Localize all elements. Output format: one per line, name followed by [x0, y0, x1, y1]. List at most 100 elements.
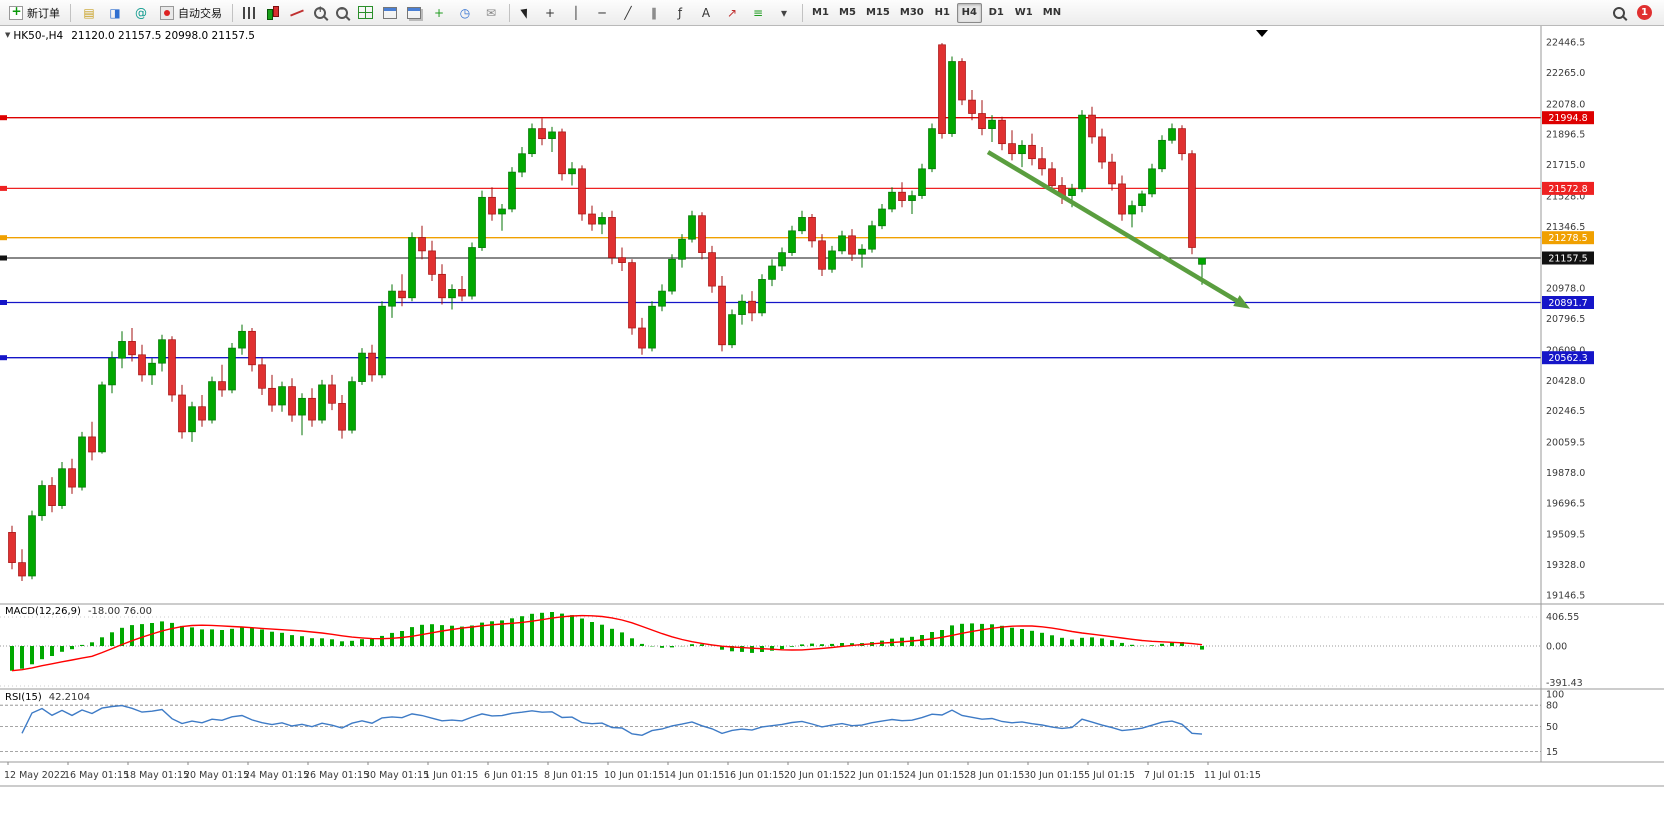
svg-text:20428.0: 20428.0	[1546, 376, 1585, 387]
svg-text:20246.5: 20246.5	[1546, 406, 1585, 417]
arrange-windows-icon	[407, 6, 421, 19]
price-lines[interactable]	[0, 115, 1541, 361]
trendline-icon: ╱	[624, 5, 632, 20]
search-button[interactable]	[1608, 2, 1630, 24]
market-watch-button[interactable]: ◨	[102, 2, 128, 24]
timeframe-d1-button[interactable]: D1	[984, 3, 1009, 23]
svg-text:30 May 01:15: 30 May 01:15	[364, 770, 429, 781]
tile-windows-icon	[358, 6, 373, 19]
price-axis[interactable]: 22446.5 22265.0 22078.0 21896.5 21715.0 21528…	[1542, 38, 1594, 602]
equidistant-channel-button[interactable]: ∥	[641, 2, 667, 24]
zoom-in-button[interactable]	[309, 2, 331, 24]
svg-text:20978.0: 20978.0	[1546, 284, 1585, 295]
tile-windows-button[interactable]	[353, 2, 378, 24]
svg-text:12 May 2022: 12 May 2022	[4, 770, 66, 781]
new-order-button[interactable]: 新订单	[4, 2, 65, 24]
svg-text:21278.5: 21278.5	[1548, 233, 1587, 244]
line-chart-button[interactable]	[285, 2, 309, 24]
svg-text:28 Jun 01:15: 28 Jun 01:15	[964, 770, 1024, 781]
macd-name: MACD(12,26,9)	[5, 606, 81, 617]
timeframe-m15-button[interactable]: M15	[862, 3, 894, 23]
bar-chart-button[interactable]	[238, 2, 261, 24]
arrange-windows-button[interactable]	[402, 2, 426, 24]
trend-arrow[interactable]	[986, 150, 1250, 309]
chart-window: 22446.5 22265.0 22078.0 21896.5 21715.0 21528…	[0, 26, 1664, 835]
timeframe-m30-button[interactable]: M30	[896, 3, 928, 23]
new-order-icon	[9, 5, 23, 20]
svg-text:20891.7: 20891.7	[1548, 298, 1587, 309]
auto-scroll-icon: ◷	[459, 5, 471, 20]
expert-advisors-button[interactable]: @	[128, 2, 154, 24]
svg-text:20 Jun 01:15: 20 Jun 01:15	[784, 770, 844, 781]
macd-values: -18.00 76.00	[87, 606, 152, 617]
svg-text:80: 80	[1546, 701, 1558, 712]
chart-area[interactable]: 22446.5 22265.0 22078.0 21896.5 21715.0 21528…	[0, 26, 1664, 835]
notification-badge[interactable]: 1	[1637, 5, 1652, 20]
autotrade-button[interactable]: 自动交易	[155, 2, 227, 24]
expert-advisors-icon: @	[135, 5, 147, 20]
svg-text:50: 50	[1546, 722, 1558, 733]
svg-text:22446.5: 22446.5	[1546, 38, 1585, 49]
equidistant-channel-icon: ∥	[651, 5, 657, 20]
svg-text:24 Jun 01:15: 24 Jun 01:15	[904, 770, 964, 781]
chart-header: ▼ HK50-,H4 21120.0 21157.5 20998.0 21157.5	[5, 30, 255, 42]
chart-shift-button[interactable]: ✉	[478, 2, 504, 24]
new-order-label: 新订单	[27, 6, 60, 20]
chart-profile-button[interactable]: ▤	[76, 2, 102, 24]
cursor-button[interactable]	[515, 2, 537, 24]
bar-chart-icon	[243, 6, 256, 19]
indicators-button[interactable]: ≡	[745, 2, 771, 24]
horizontal-line-button[interactable]: ─	[589, 2, 615, 24]
search-icon	[1613, 6, 1625, 19]
trendline-button[interactable]: ╱	[615, 2, 641, 24]
svg-text:30 Jun 01:15: 30 Jun 01:15	[1024, 770, 1084, 781]
svg-text:22 Jun 01:15: 22 Jun 01:15	[844, 770, 904, 781]
svg-text:100: 100	[1546, 690, 1564, 701]
svg-text:21994.8: 21994.8	[1548, 113, 1587, 124]
svg-text:406.55: 406.55	[1546, 612, 1579, 623]
fibonacci-button[interactable]: ƒ	[667, 2, 693, 24]
candlestick-chart-button[interactable]	[261, 2, 285, 24]
timeframe-h1-button[interactable]: H1	[930, 3, 955, 23]
auto-scroll-button[interactable]: ◷	[452, 2, 478, 24]
svg-text:20 May 01:15: 20 May 01:15	[184, 770, 249, 781]
svg-text:24 May 01:15: 24 May 01:15	[244, 770, 309, 781]
line-chart-icon	[290, 8, 304, 17]
chart-ohlc-values: 21120.0 21157.5 20998.0 21157.5	[71, 30, 255, 42]
timeframe-w1-button[interactable]: W1	[1011, 3, 1037, 23]
timeframe-m5-button[interactable]: M5	[835, 3, 860, 23]
cascade-windows-button[interactable]	[378, 2, 402, 24]
macd-label: MACD(12,26,9) -18.00 76.00	[5, 606, 152, 617]
zoom-out-icon	[336, 6, 348, 19]
zoom-out-button[interactable]	[331, 2, 353, 24]
fibonacci-icon: ƒ	[677, 5, 683, 20]
text-button[interactable]: A	[693, 2, 719, 24]
svg-text:21346.5: 21346.5	[1546, 222, 1585, 233]
crosshair-button[interactable]: +	[537, 2, 563, 24]
rsi-label: RSI(15) 42.2104	[5, 692, 90, 703]
chart-symbol-label: HK50-,H4	[13, 30, 64, 42]
chart-expand-icon[interactable]: ▼	[5, 31, 11, 39]
svg-text:10 Jun 01:15: 10 Jun 01:15	[604, 770, 664, 781]
timeframe-mn-button[interactable]: MN	[1039, 3, 1065, 23]
svg-text:8 Jun 01:15: 8 Jun 01:15	[544, 770, 598, 781]
indicators-dropdown-button[interactable]: ▾	[771, 2, 797, 24]
svg-text:14 Jun 01:15: 14 Jun 01:15	[664, 770, 724, 781]
new-chart-button[interactable]: +	[426, 2, 452, 24]
autotrade-icon	[160, 5, 174, 20]
svg-text:19328.0: 19328.0	[1546, 560, 1585, 571]
chart-shift-marker[interactable]	[1256, 30, 1268, 37]
timeframe-m1-button[interactable]: M1	[808, 3, 833, 23]
svg-text:18 May 01:15: 18 May 01:15	[124, 770, 189, 781]
svg-text:11 Jul 01:15: 11 Jul 01:15	[1204, 770, 1261, 781]
timeframe-h4-button[interactable]: H4	[956, 2, 982, 23]
svg-text:20059.5: 20059.5	[1546, 438, 1585, 449]
svg-text:16 Jun 01:15: 16 Jun 01:15	[724, 770, 784, 781]
rsi-name: RSI(15)	[5, 692, 42, 703]
arrows-icon: ↗	[726, 5, 738, 20]
svg-text:21528.0: 21528.0	[1546, 191, 1585, 202]
vertical-line-button[interactable]: │	[563, 2, 589, 24]
arrows-button[interactable]: ↗	[719, 2, 745, 24]
autotrade-label: 自动交易	[178, 6, 222, 20]
